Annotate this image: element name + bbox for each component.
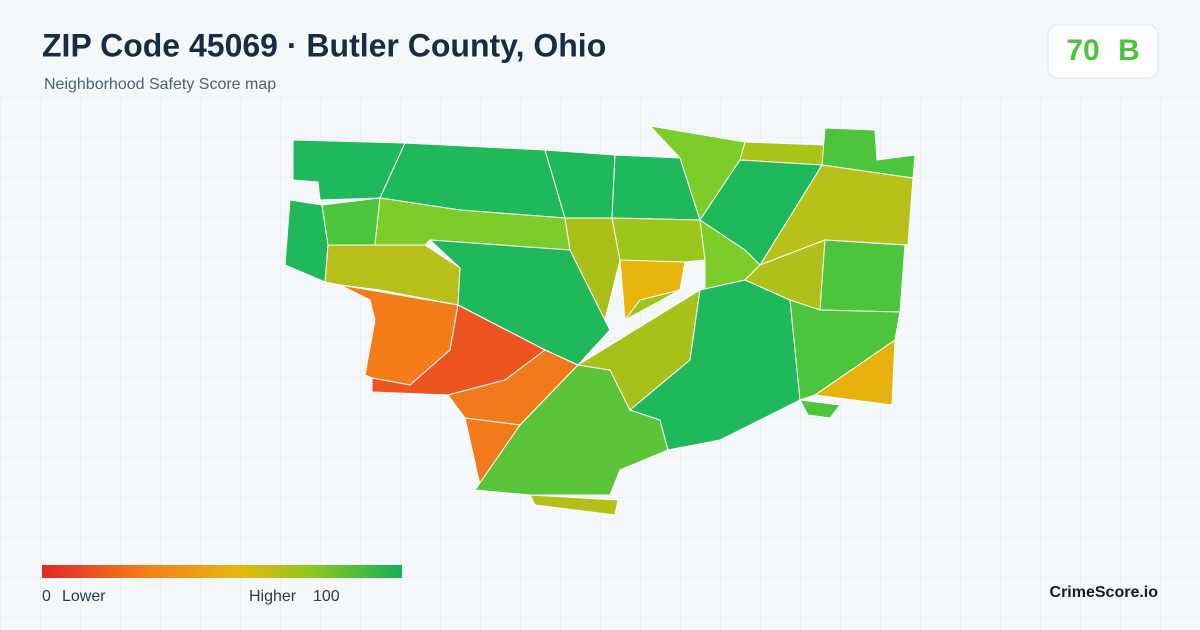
legend-max: 100 xyxy=(313,588,340,605)
legend-gradient xyxy=(42,565,402,578)
region xyxy=(799,399,841,419)
brand: CrimeScore.io xyxy=(1050,584,1159,601)
region xyxy=(814,339,896,406)
subtitle: Neighborhood Safety Score map xyxy=(44,76,276,93)
score-badge xyxy=(1047,24,1159,79)
region xyxy=(321,197,381,246)
region xyxy=(324,244,461,306)
region xyxy=(619,259,686,321)
region xyxy=(529,494,619,516)
legend-max-label: Higher xyxy=(249,588,297,605)
title: ZIP Code 45069 · Butler County, Ohio xyxy=(42,27,606,63)
region xyxy=(819,239,906,313)
score-grade: B xyxy=(1118,34,1140,67)
map xyxy=(284,125,916,516)
legend-min-label: Lower xyxy=(62,588,106,605)
legend-min: 0 xyxy=(42,588,51,605)
score-value: 70 xyxy=(1066,34,1099,67)
